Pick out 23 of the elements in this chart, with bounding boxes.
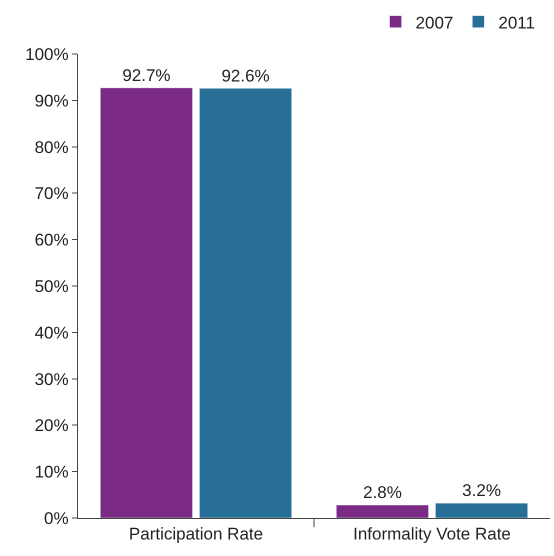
bar — [336, 504, 429, 518]
legend-label: 2007 — [416, 13, 454, 32]
y-tick-label: 60% — [34, 230, 69, 250]
y-tick-label: 80% — [34, 138, 69, 157]
y-tick-label: 50% — [34, 276, 69, 296]
data-label: 2.8% — [363, 483, 402, 502]
data-label: 92.7% — [122, 66, 171, 85]
y-tick-label: 30% — [34, 370, 69, 389]
data-label: 92.6% — [221, 66, 270, 86]
bar — [435, 502, 528, 518]
y-tick-label: 90% — [34, 91, 69, 110]
x-tick-label: Participation Rate — [128, 524, 264, 544]
bar — [100, 88, 193, 518]
y-tick-label: 100% — [25, 44, 69, 64]
y-tick-label: 70% — [34, 184, 69, 204]
y-tick-label: 40% — [34, 323, 69, 342]
y-tick-label: 0% — [44, 508, 69, 528]
bar — [199, 88, 292, 518]
y-tick-label: 20% — [34, 416, 69, 436]
legend-label: 2011 — [498, 13, 535, 32]
y-tick-label: 10% — [34, 462, 69, 482]
data-label: 3.2% — [462, 481, 501, 500]
x-tick-label: Informality Vote Rate — [353, 524, 511, 544]
